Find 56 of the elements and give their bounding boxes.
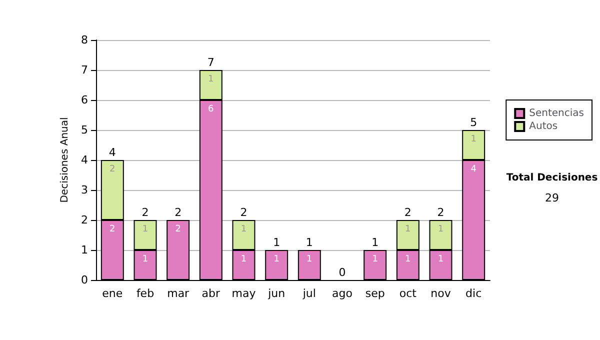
data-label: 1 (240, 254, 247, 264)
data-label: 4 (470, 164, 477, 174)
x-tick-label: dic (466, 287, 482, 300)
y-tick-label: 5 (81, 124, 88, 136)
data-label: 1 (470, 134, 476, 144)
y-axis-title: Decisiones Anual (60, 117, 71, 203)
x-tick-label: jun (267, 287, 286, 300)
y-tick-label: 4 (81, 154, 88, 166)
total-label: 2 (404, 206, 412, 219)
y-tick-label: 6 (81, 94, 88, 106)
y-tick-label: 7 (81, 64, 88, 76)
x-tick-label: ago (332, 287, 353, 300)
data-label: 1 (438, 254, 444, 264)
text: 29 (545, 192, 559, 204)
data-label: 2 (110, 164, 116, 174)
data-label: 1 (372, 254, 378, 264)
data-label: 1 (208, 74, 214, 84)
data-label: 1 (438, 224, 444, 234)
data-label: 1 (405, 254, 411, 264)
y-tick-label: 2 (81, 214, 88, 226)
data-label: 1 (240, 224, 247, 234)
legend-label: Autos (529, 121, 558, 132)
data-label: 2 (175, 224, 181, 234)
x-tick-label: may (232, 287, 256, 300)
x-tick-label: nov (430, 287, 452, 300)
x-tick-label: sep (365, 287, 385, 300)
data-label: 1 (306, 254, 312, 264)
total-label: 4 (108, 146, 116, 159)
x-tick-label: mar (167, 287, 190, 300)
y-tick-label: 0 (81, 274, 88, 286)
y-tick-label: 3 (81, 184, 88, 196)
text: Total Decisiones (506, 172, 598, 184)
x-tick-label: jul (302, 287, 316, 300)
data-label: 1 (405, 224, 411, 234)
y-tick-label: 1 (81, 244, 88, 256)
data-label: 1 (142, 254, 148, 264)
x-tick-label: oct (399, 287, 418, 300)
total-label: 2 (240, 206, 248, 219)
total-label: 1 (273, 236, 280, 249)
data-label: 1 (274, 254, 280, 264)
data-label: 1 (142, 224, 148, 234)
x-tick-label: ene (102, 287, 123, 300)
total-label: 5 (470, 116, 478, 129)
legend-label: Sentencias (529, 108, 584, 119)
x-tick-label: abr (202, 287, 221, 300)
total-label: 1 (372, 236, 379, 249)
total-label: 2 (174, 206, 182, 219)
x-tick-label: feb (136, 287, 154, 300)
total-label: 2 (437, 206, 444, 219)
y-tick-label: 8 (81, 34, 88, 46)
total-label: 0 (338, 266, 346, 279)
total-label: 1 (306, 236, 313, 249)
total-label: 2 (142, 206, 149, 219)
total-label: 7 (207, 56, 214, 69)
data-label: 2 (110, 224, 116, 234)
data-label: 6 (208, 104, 214, 114)
